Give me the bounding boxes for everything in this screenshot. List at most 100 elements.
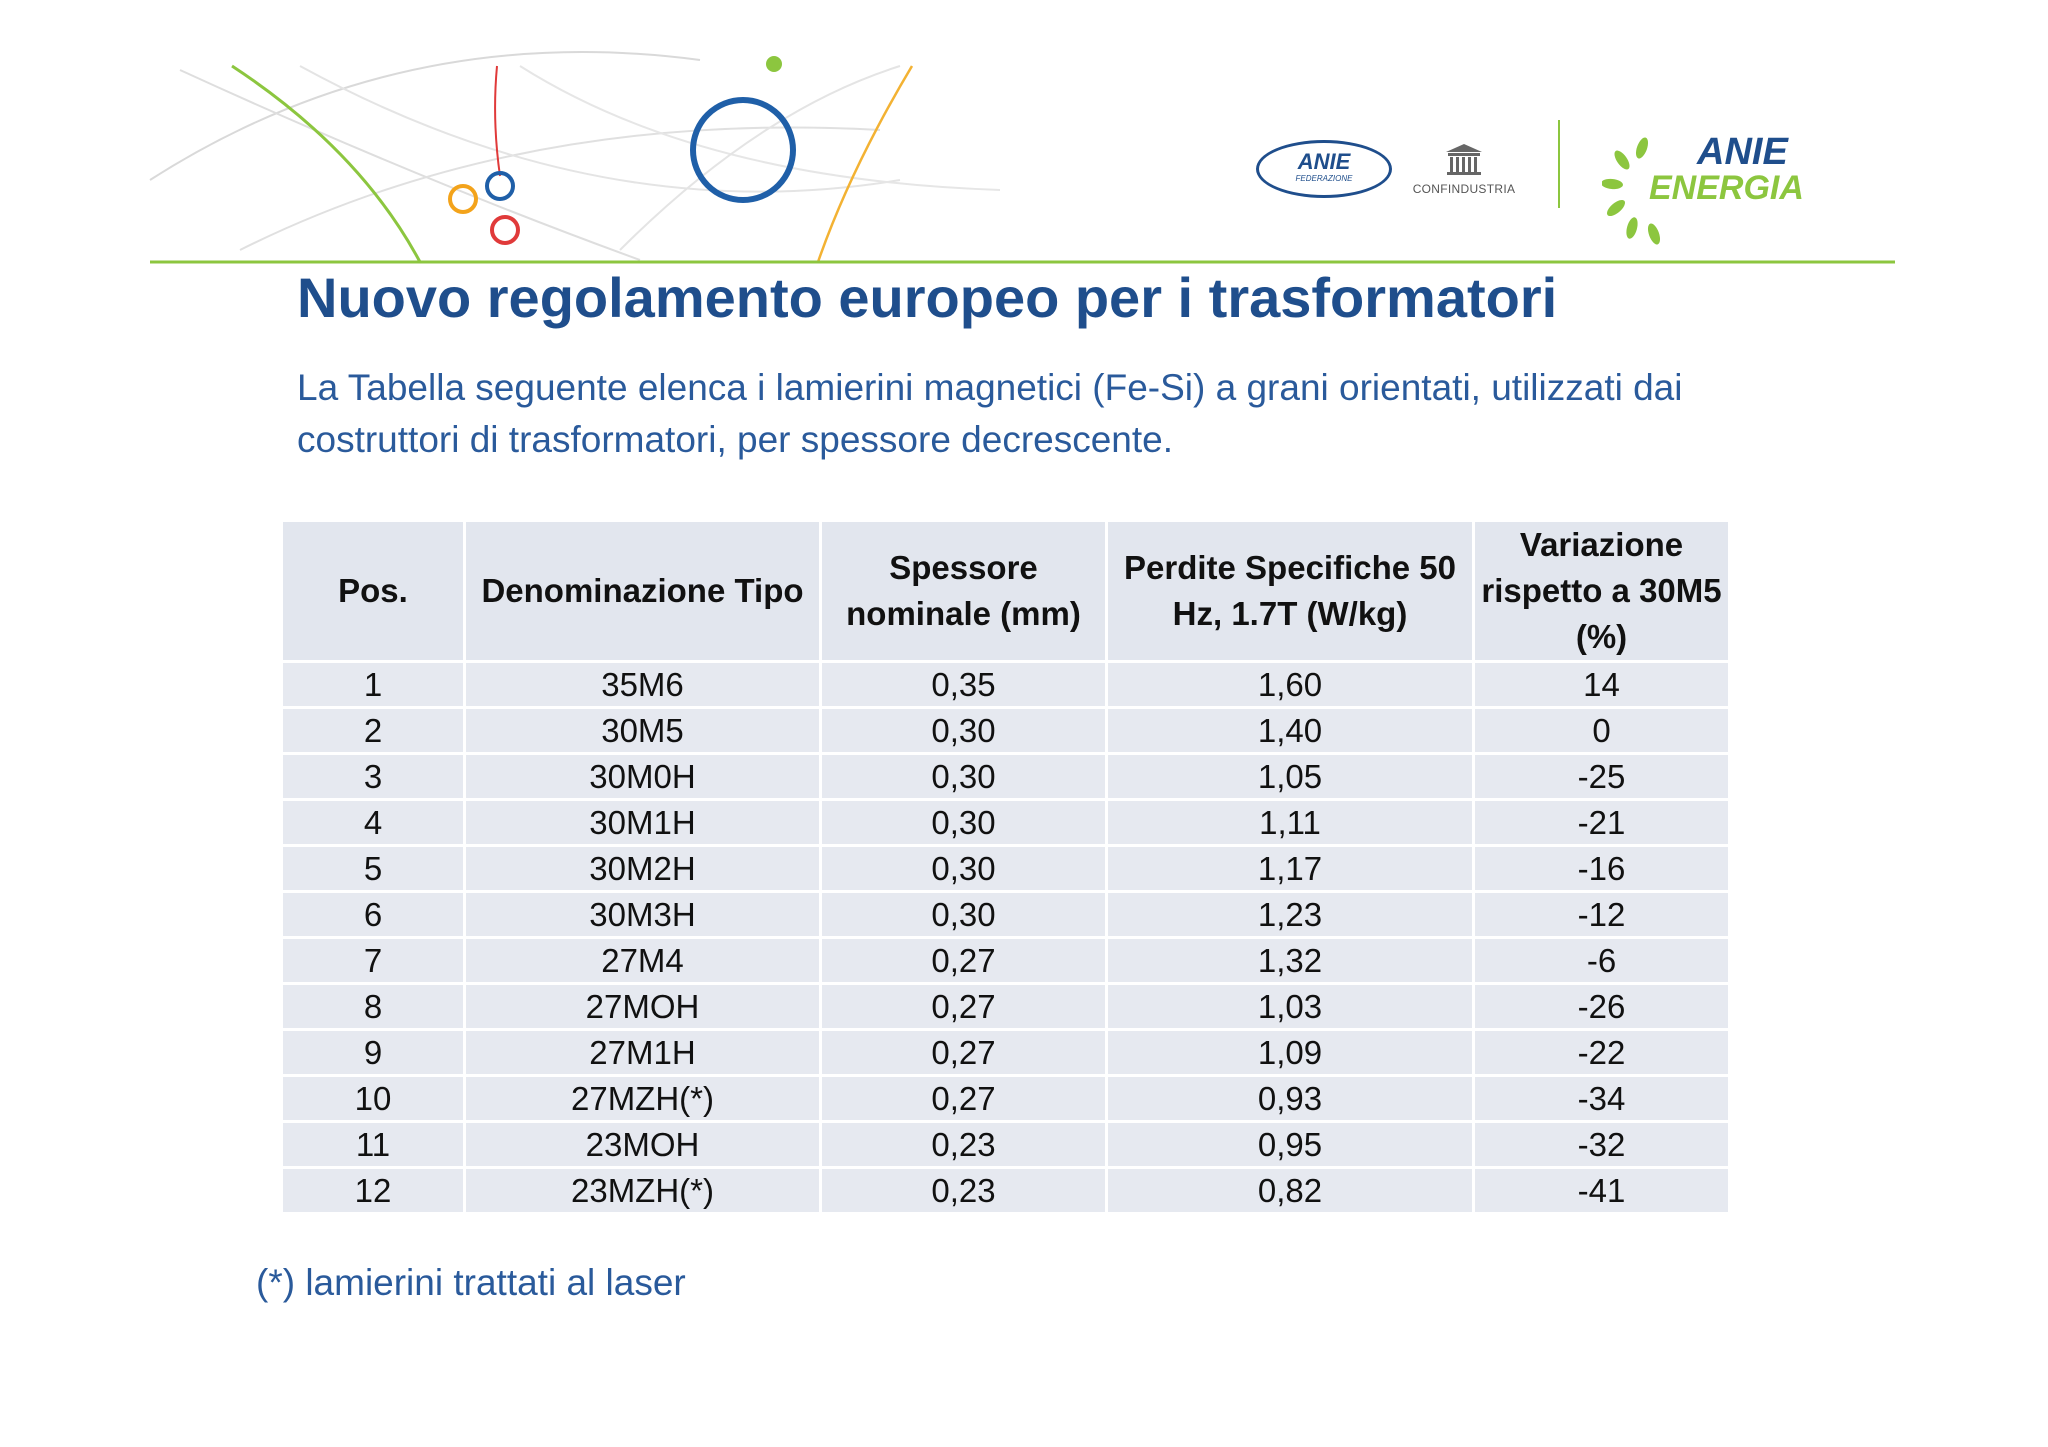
table-row: 7 27M4 0,27 1,32 -6 — [280, 936, 1731, 985]
cell-pos: 11 — [280, 1120, 466, 1169]
table-row: 11 23MOH 0,23 0,95 -32 — [280, 1120, 1731, 1169]
cell-perdite: 0,82 — [1105, 1166, 1475, 1215]
cell-pos: 1 — [280, 660, 466, 709]
table-row: 5 30M2H 0,30 1,17 -16 — [280, 844, 1731, 893]
cell-variazione: -16 — [1472, 844, 1731, 893]
blue-ring-small — [485, 171, 515, 201]
cell-denominazione: 35M6 — [463, 660, 822, 709]
anie-energia-logo: ANIE ENERGIA — [1602, 132, 1812, 248]
table-row: 10 27MZH(*) 0,27 0,93 -34 — [280, 1074, 1731, 1123]
cell-perdite: 1,03 — [1105, 982, 1475, 1031]
confindustria-label: CONFINDUSTRIA — [1412, 182, 1516, 196]
red-line — [494, 65, 501, 177]
table-row: 6 30M3H 0,30 1,23 -12 — [280, 890, 1731, 939]
cell-spessore: 0,27 — [819, 1028, 1108, 1077]
cell-variazione: -32 — [1472, 1120, 1731, 1169]
header-perdite: Perdite Specifiche 50 Hz, 1.7T (W/kg) — [1105, 519, 1475, 663]
cell-perdite: 0,95 — [1105, 1120, 1475, 1169]
anie-energia-word-energia: ENERGIA — [1649, 169, 1804, 207]
cell-spessore: 0,27 — [819, 982, 1108, 1031]
header-denominazione: Denominazione Tipo — [463, 519, 822, 663]
cell-spessore: 0,35 — [819, 660, 1108, 709]
table-row: 8 27MOH 0,27 1,03 -26 — [280, 982, 1731, 1031]
cell-denominazione: 27MZH(*) — [463, 1074, 822, 1123]
cell-variazione: -41 — [1472, 1166, 1731, 1215]
table-row: 1 35M6 0,35 1,60 14 — [280, 660, 1731, 709]
cell-variazione: -12 — [1472, 890, 1731, 939]
partner-logos: ANIE FEDERAZIONE CONFINDUSTRIA A — [1250, 118, 1810, 258]
cell-perdite: 0,93 — [1105, 1074, 1475, 1123]
table-row: 3 30M0H 0,30 1,05 -25 — [280, 752, 1731, 801]
green-arc-line — [231, 64, 422, 263]
cell-pos: 10 — [280, 1074, 466, 1123]
header-decoration — [149, 51, 1895, 264]
cell-spessore: 0,30 — [819, 752, 1108, 801]
cell-perdite: 1,23 — [1105, 890, 1475, 939]
confindustria-logo: CONFINDUSTRIA — [1402, 142, 1526, 196]
cell-pos: 6 — [280, 890, 466, 939]
cell-variazione: -6 — [1472, 936, 1731, 985]
cell-variazione: -21 — [1472, 798, 1731, 847]
cell-pos: 3 — [280, 752, 466, 801]
table-body: 1 35M6 0,35 1,60 14 2 30M5 0,30 1,40 0 3 30M0H 0,30 1… — [280, 660, 1731, 1215]
cell-spessore: 0,30 — [819, 890, 1108, 939]
green-dot — [766, 56, 782, 72]
sunburst-icon — [1602, 137, 1661, 245]
cell-perdite: 1,32 — [1105, 936, 1475, 985]
cell-variazione: 14 — [1472, 660, 1731, 709]
lamination-table: Pos. Denominazione Tipo Spessore nominal… — [280, 519, 1731, 1215]
header-pos: Pos. — [280, 519, 466, 663]
cell-pos: 9 — [280, 1028, 466, 1077]
table-row: 4 30M1H 0,30 1,11 -21 — [280, 798, 1731, 847]
anie-energia-word-anie: ANIE — [1697, 131, 1788, 173]
cell-denominazione: 30M2H — [463, 844, 822, 893]
cell-pos: 2 — [280, 706, 466, 755]
cell-variazione: -26 — [1472, 982, 1731, 1031]
cell-denominazione: 27M1H — [463, 1028, 822, 1077]
cell-perdite: 1,11 — [1105, 798, 1475, 847]
table-header-row: Pos. Denominazione Tipo Spessore nominal… — [280, 519, 1731, 663]
cell-denominazione: 27MOH — [463, 982, 822, 1031]
cell-spessore: 0,27 — [819, 1074, 1108, 1123]
cell-denominazione: 30M5 — [463, 706, 822, 755]
header-variazione: Variazione rispetto a 30M5 (%) — [1472, 519, 1731, 663]
table-row: 2 30M5 0,30 1,40 0 — [280, 706, 1731, 755]
cell-pos: 5 — [280, 844, 466, 893]
cell-spessore: 0,30 — [819, 798, 1108, 847]
cell-variazione: -22 — [1472, 1028, 1731, 1077]
anie-federazione-wordmark: ANIE — [1297, 149, 1351, 174]
anie-federazione-logo: ANIE FEDERAZIONE — [1256, 140, 1392, 198]
cell-perdite: 1,09 — [1105, 1028, 1475, 1077]
cell-spessore: 0,27 — [819, 936, 1108, 985]
cell-perdite: 1,40 — [1105, 706, 1475, 755]
table-row: 12 23MZH(*) 0,23 0,82 -41 — [280, 1166, 1731, 1215]
cell-perdite: 1,17 — [1105, 844, 1475, 893]
cell-denominazione: 27M4 — [463, 936, 822, 985]
cell-spessore: 0,23 — [819, 1120, 1108, 1169]
cell-perdite: 1,60 — [1105, 660, 1475, 709]
cell-denominazione: 23MZH(*) — [463, 1166, 822, 1215]
cell-variazione: -25 — [1472, 752, 1731, 801]
cell-variazione: 0 — [1472, 706, 1731, 755]
building-icon — [1446, 144, 1482, 175]
cell-pos: 7 — [280, 936, 466, 985]
cell-spessore: 0,23 — [819, 1166, 1108, 1215]
page-subtitle: La Tabella seguente elenca i lamierini m… — [297, 367, 1683, 460]
page-title: Nuovo regolamento europeo per i trasform… — [297, 266, 1558, 329]
cell-denominazione: 30M1H — [463, 798, 822, 847]
cell-pos: 8 — [280, 982, 466, 1031]
cell-pos: 12 — [280, 1166, 466, 1215]
cell-denominazione: 30M0H — [463, 752, 822, 801]
orange-line — [816, 65, 914, 263]
cell-spessore: 0,30 — [819, 844, 1108, 893]
large-blue-ring — [690, 97, 796, 203]
cell-pos: 4 — [280, 798, 466, 847]
cell-denominazione: 23MOH — [463, 1120, 822, 1169]
cell-spessore: 0,30 — [819, 706, 1108, 755]
orange-ring — [448, 184, 478, 214]
cell-perdite: 1,05 — [1105, 752, 1475, 801]
red-ring — [490, 215, 520, 245]
header-spessore: Spessore nominale (mm) — [819, 519, 1108, 663]
cell-denominazione: 30M3H — [463, 890, 822, 939]
table-row: 9 27M1H 0,27 1,09 -22 — [280, 1028, 1731, 1077]
